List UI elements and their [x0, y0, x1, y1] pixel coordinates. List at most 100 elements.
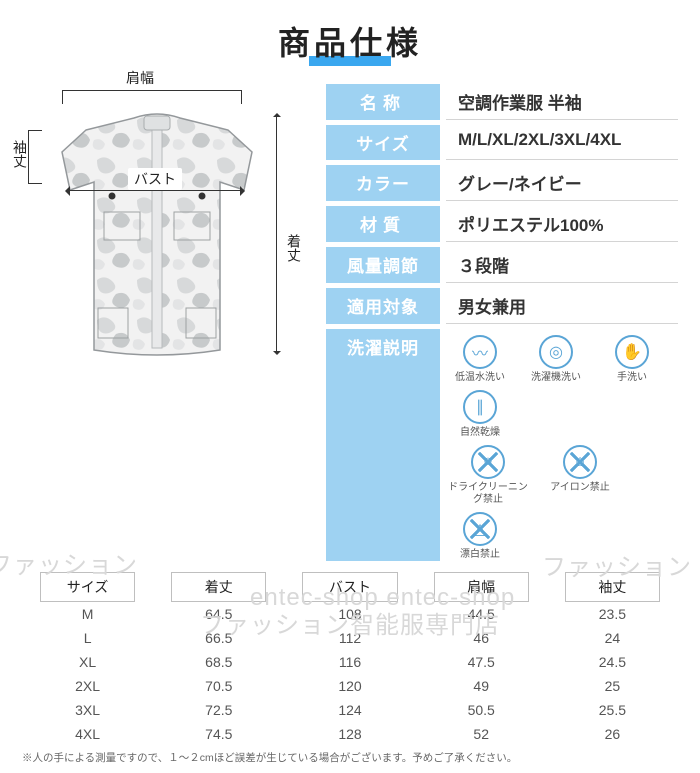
- hand-wash-icon: ✋: [615, 335, 649, 369]
- shirt-illustration: バスト: [52, 112, 262, 360]
- size-cell: 4XL: [22, 722, 153, 746]
- size-row: XL68.511647.524.5: [22, 650, 678, 674]
- size-cell: 26: [547, 722, 678, 746]
- hand-wash-label: 手洗い: [617, 372, 647, 384]
- size-cell: 72.5: [153, 698, 284, 722]
- shoulder-label: 肩幅: [126, 68, 154, 88]
- size-cell: 128: [284, 722, 415, 746]
- size-col-header: 着丈: [171, 572, 266, 602]
- spec-key: 名称: [326, 84, 440, 120]
- size-row: 2XL70.51204925: [22, 674, 678, 698]
- size-col-header: 袖丈: [565, 572, 660, 602]
- size-cell: 70.5: [153, 674, 284, 698]
- size-cell: 24.5: [547, 650, 678, 674]
- upper-section: 肩幅 袖丈 着丈: [22, 84, 678, 566]
- sleeve-label: 袖丈: [10, 140, 30, 168]
- size-cell: 23.5: [547, 602, 678, 626]
- length-label: 着丈: [284, 234, 304, 262]
- size-cell: 2XL: [22, 674, 153, 698]
- machine-wash-icon: ◎: [539, 335, 573, 369]
- size-row: 3XL72.512450.525.5: [22, 698, 678, 722]
- size-cell: 112: [284, 626, 415, 650]
- size-cell: L: [22, 626, 153, 650]
- no-bleach-item: △ 漂白禁止: [448, 512, 512, 561]
- size-cell: 74.5: [153, 722, 284, 746]
- size-cell: 25: [547, 674, 678, 698]
- size-cell: 44.5: [416, 602, 547, 626]
- spec-row: 風量調節３段階: [326, 247, 678, 283]
- size-cell: 24: [547, 626, 678, 650]
- spec-value: ポリエステル100%: [446, 206, 678, 242]
- size-cell: 47.5: [416, 650, 547, 674]
- spec-row: 名称空調作業服 半袖: [326, 84, 678, 120]
- size-col-header: サイズ: [40, 572, 135, 602]
- spec-value: グレー/ネイビー: [446, 165, 678, 201]
- size-cell: 124: [284, 698, 415, 722]
- spec-row: カラーグレー/ネイビー: [326, 165, 678, 201]
- size-cell: 3XL: [22, 698, 153, 722]
- size-row: 4XL74.51285226: [22, 722, 678, 746]
- size-cell: 46: [416, 626, 547, 650]
- size-col-header: バスト: [302, 572, 397, 602]
- size-table-body: M64.510844.523.5L66.51124624XL68.511647.…: [22, 602, 678, 746]
- size-cell: 120: [284, 674, 415, 698]
- size-col-header: 肩幅: [434, 572, 529, 602]
- size-row: L66.51124624: [22, 626, 678, 650]
- low-temp-wash-item: 〰低温水洗い: [448, 335, 512, 384]
- spec-row: 洗濯説明〰低温水洗い ◎ 洗濯機洗い ✋ 手洗い ∥ 自然乾燥 ○ ドライクリーニング禁止 ⌂ アイ…: [326, 329, 678, 561]
- size-table-header: サイズ 着丈 バスト 肩幅 袖丈: [22, 572, 678, 602]
- no-iron-label: アイロン禁止: [550, 482, 610, 494]
- size-cell: 116: [284, 650, 415, 674]
- size-cell: 66.5: [153, 626, 284, 650]
- size-cell: 25.5: [547, 698, 678, 722]
- spec-key: カラー: [326, 165, 440, 201]
- spec-row: サイズM/L/XL/2XL/3XL/4XL: [326, 125, 678, 160]
- sleeve-bracket: [28, 130, 42, 184]
- page-title: 商品仕様: [278, 18, 422, 64]
- spec-key: 洗濯説明: [326, 329, 440, 561]
- no-bleach-icon: △: [463, 512, 497, 546]
- size-cell: XL: [22, 650, 153, 674]
- wash-instructions: 〰低温水洗い ◎ 洗濯機洗い ✋ 手洗い ∥ 自然乾燥 ○ ドライクリーニング禁止 ⌂ アイロン禁止…: [446, 329, 678, 561]
- spec-key: 適用対象: [326, 288, 440, 324]
- spec-row: 適用対象男女兼用: [326, 288, 678, 324]
- low-temp-wash-icon: 〰: [463, 335, 497, 369]
- spec-value: 男女兼用: [446, 288, 678, 324]
- machine-wash-label: 洗濯機洗い: [531, 372, 581, 384]
- shoulder-bracket: [62, 90, 242, 104]
- garment-diagram: 肩幅 袖丈 着丈: [22, 84, 312, 566]
- spec-value: ３段階: [446, 247, 678, 283]
- no-dry-clean-item: ○ ドライクリーニング禁止: [448, 445, 528, 506]
- hand-wash-item: ✋ 手洗い: [600, 335, 664, 384]
- no-dry-clean-icon: ○: [471, 445, 505, 479]
- natural-dry-icon: ∥: [463, 390, 497, 424]
- size-table: サイズ着丈バスト肩幅袖丈 M64.510844.523.5L66.5112462…: [22, 572, 678, 746]
- no-iron-item: ⌂ アイロン禁止: [540, 445, 620, 506]
- spec-key: サイズ: [326, 125, 440, 160]
- no-bleach-label: 漂白禁止: [460, 549, 500, 561]
- spec-value: 空調作業服 半袖: [446, 84, 678, 120]
- machine-wash-item: ◎ 洗濯機洗い: [524, 335, 588, 384]
- size-cell: 64.5: [153, 602, 284, 626]
- bust-arrow: [68, 190, 242, 191]
- size-cell: 49: [416, 674, 547, 698]
- natural-dry-label: 自然乾燥: [460, 427, 500, 439]
- length-arrow: [276, 116, 277, 352]
- no-dry-clean-label: ドライクリーニング禁止: [448, 482, 528, 506]
- no-iron-icon: ⌂: [563, 445, 597, 479]
- shirt-svg: [52, 112, 262, 360]
- title-text: 商品仕様: [278, 25, 422, 61]
- size-cell: 50.5: [416, 698, 547, 722]
- low-temp-wash-label: 低温水洗い: [455, 372, 505, 384]
- size-cell: 108: [284, 602, 415, 626]
- measurement-note: ※人の手による測量ですので、１～２cmほど誤差が生じている場合がございます。予め…: [22, 750, 678, 765]
- natural-dry-item: ∥ 自然乾燥: [448, 390, 512, 439]
- spec-key: 風量調節: [326, 247, 440, 283]
- bust-label: バスト: [128, 168, 182, 190]
- size-cell: 52: [416, 722, 547, 746]
- spec-value: M/L/XL/2XL/3XL/4XL: [446, 125, 678, 160]
- spec-table: 名称空調作業服 半袖サイズM/L/XL/2XL/3XL/4XLカラーグレー/ネイ…: [326, 84, 678, 566]
- spec-row: 材質ポリエステル100%: [326, 206, 678, 242]
- size-cell: 68.5: [153, 650, 284, 674]
- size-cell: M: [22, 602, 153, 626]
